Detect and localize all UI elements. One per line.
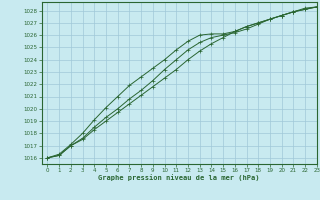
X-axis label: Graphe pression niveau de la mer (hPa): Graphe pression niveau de la mer (hPa) bbox=[99, 175, 260, 181]
